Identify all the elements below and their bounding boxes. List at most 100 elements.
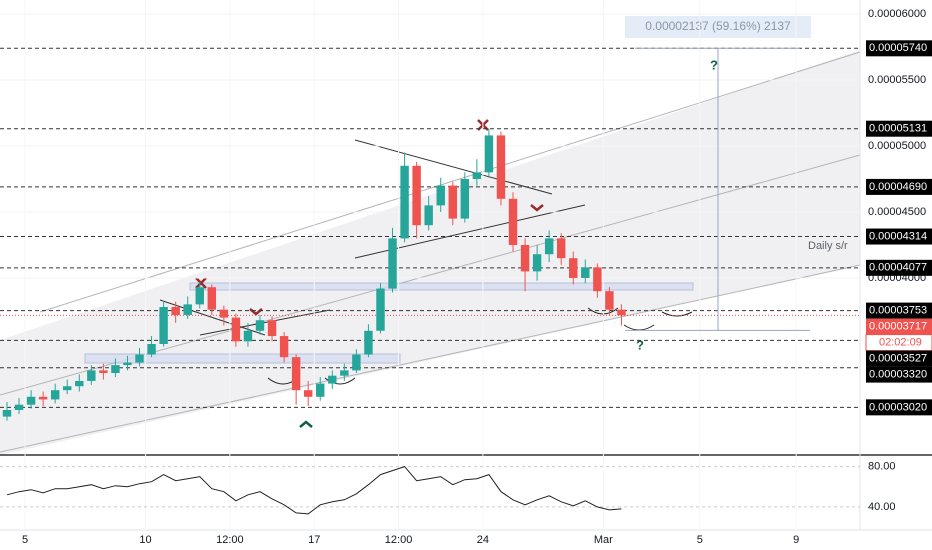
candle-body [255, 320, 265, 331]
candle-body [267, 320, 277, 337]
x-tick-label: 5 [697, 534, 703, 546]
candle-body [532, 254, 542, 272]
channel-upper [39, 51, 861, 313]
x-tick-label: 12:00 [216, 534, 244, 546]
rsi-tick-label: 40.00 [868, 501, 896, 513]
candle-body [617, 309, 626, 316]
candle-body [544, 238, 554, 255]
price-label: 0.00004314 [869, 230, 927, 242]
y-tick-label: 0.00006000 [868, 8, 926, 20]
candle-body [207, 287, 217, 310]
price-label: 0.00003020 [869, 401, 927, 413]
candle-body [520, 244, 530, 272]
candle-body [75, 380, 84, 387]
candle-body [424, 205, 433, 226]
candle-body [50, 390, 60, 400]
price-label-box [866, 120, 932, 137]
annotation: Daily s/r [808, 240, 848, 252]
price-label-box [866, 228, 932, 245]
price-label-box [866, 366, 932, 383]
trend-line [199, 309, 331, 336]
countdown: 02:02:09 [879, 336, 922, 348]
price-label: 0.00004690 [869, 181, 927, 193]
price-label-box [866, 318, 932, 335]
price-label-box [866, 399, 932, 416]
candle-body [231, 317, 241, 342]
candle-body [569, 258, 578, 278]
candle-body [14, 404, 24, 410]
price-label-box [866, 40, 932, 57]
measure-box [625, 16, 811, 38]
candle-body [159, 307, 168, 344]
candle-body [364, 330, 373, 355]
x-tick-label: 12:00 [385, 534, 413, 546]
price-label: 0.00003527 [869, 352, 927, 364]
price-label-box [866, 302, 932, 319]
x-tick-label: 5 [22, 534, 28, 546]
annotation: ? [710, 57, 718, 72]
candle-body [147, 343, 156, 355]
x-tick-label: Mar [594, 534, 613, 546]
price-label-box [866, 259, 932, 276]
candle-body [400, 165, 409, 239]
candle-body [291, 357, 301, 391]
y-tick-label: 0.00005000 [868, 140, 926, 152]
candle-body [448, 185, 457, 219]
candle-body [388, 238, 397, 289]
candle-body [496, 135, 506, 199]
candle-body [2, 409, 12, 417]
price-label-box [866, 178, 932, 195]
candle-body [340, 370, 349, 376]
y-tick-label: 0.00004500 [868, 206, 926, 218]
measure-label: 0.00002137 (59.16%) 2137 [645, 19, 791, 33]
candle-body [605, 291, 614, 310]
x-tick-label: 24 [477, 534, 489, 546]
price-label: 0.00005131 [869, 123, 927, 135]
candle-body [99, 370, 108, 374]
candle-body [123, 362, 132, 366]
candle-body [243, 330, 253, 342]
rsi-line [6, 466, 622, 515]
x-tick-label: 9 [793, 534, 799, 546]
zone [84, 353, 401, 364]
x-tick-label: 17 [308, 534, 320, 546]
candle-body [556, 238, 566, 259]
candle-body [26, 396, 36, 405]
price-label: 0.00003320 [869, 368, 927, 380]
candle-body [316, 383, 325, 397]
candle-body [135, 354, 144, 363]
candle-body [38, 396, 48, 400]
candle-body [111, 365, 120, 374]
price-label: 0.00005740 [869, 42, 927, 54]
price-label: 0.00004077 [869, 262, 927, 274]
candle-body [171, 307, 180, 315]
candle-body [279, 336, 289, 358]
candle-body [436, 185, 445, 206]
rsi-tick-label: 80.00 [868, 460, 896, 472]
annotation: ? [636, 337, 644, 352]
candle-body [460, 178, 470, 219]
candle-body [195, 287, 204, 305]
candle-body [593, 267, 602, 292]
candle-body [472, 172, 482, 179]
zone [189, 282, 694, 291]
price-label: 0.00003717 [869, 320, 927, 332]
candle-body [303, 390, 313, 397]
candle-body [219, 309, 229, 318]
candle-body [484, 135, 494, 173]
candle-body [63, 386, 72, 391]
trend-line [354, 139, 553, 195]
candle-body [183, 304, 192, 315]
price-label: 0.00003753 [869, 304, 927, 316]
channel-lower [0, 264, 861, 453]
price-label-box [866, 350, 932, 367]
candle-body [581, 267, 590, 278]
candle-body [328, 375, 337, 384]
candle-body [508, 198, 518, 245]
candle-body [87, 370, 96, 381]
candle-body [412, 165, 421, 226]
x-tick-label: 10 [139, 534, 151, 546]
candle-body [352, 354, 361, 371]
candle-body [376, 288, 385, 331]
